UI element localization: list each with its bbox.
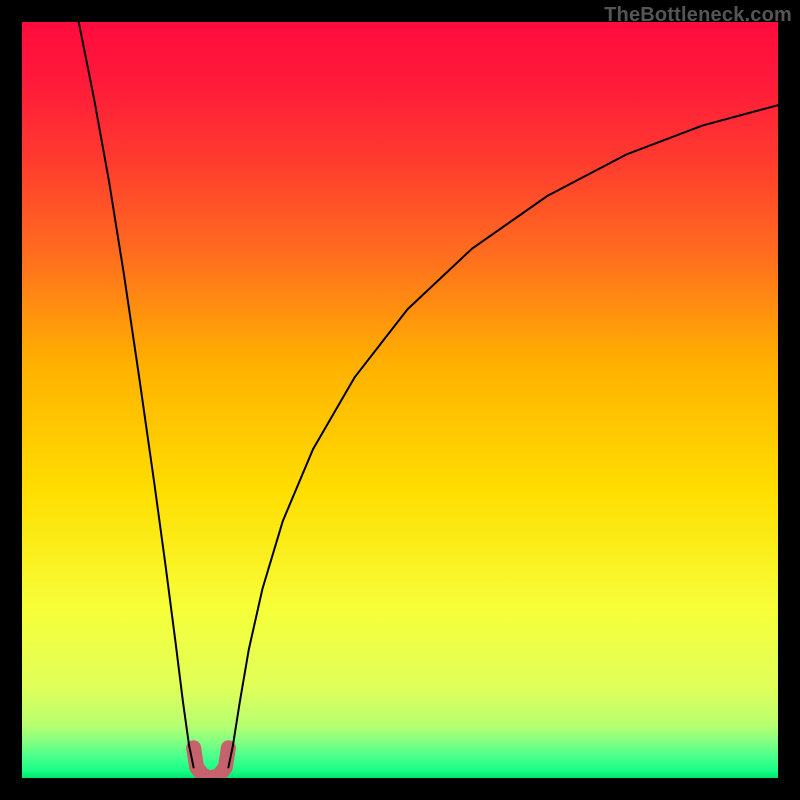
plot-background: [22, 22, 778, 778]
chart-stage: TheBottleneck.com: [0, 0, 800, 800]
attribution-text: TheBottleneck.com: [604, 4, 792, 27]
bottleneck-chart: [0, 0, 800, 800]
